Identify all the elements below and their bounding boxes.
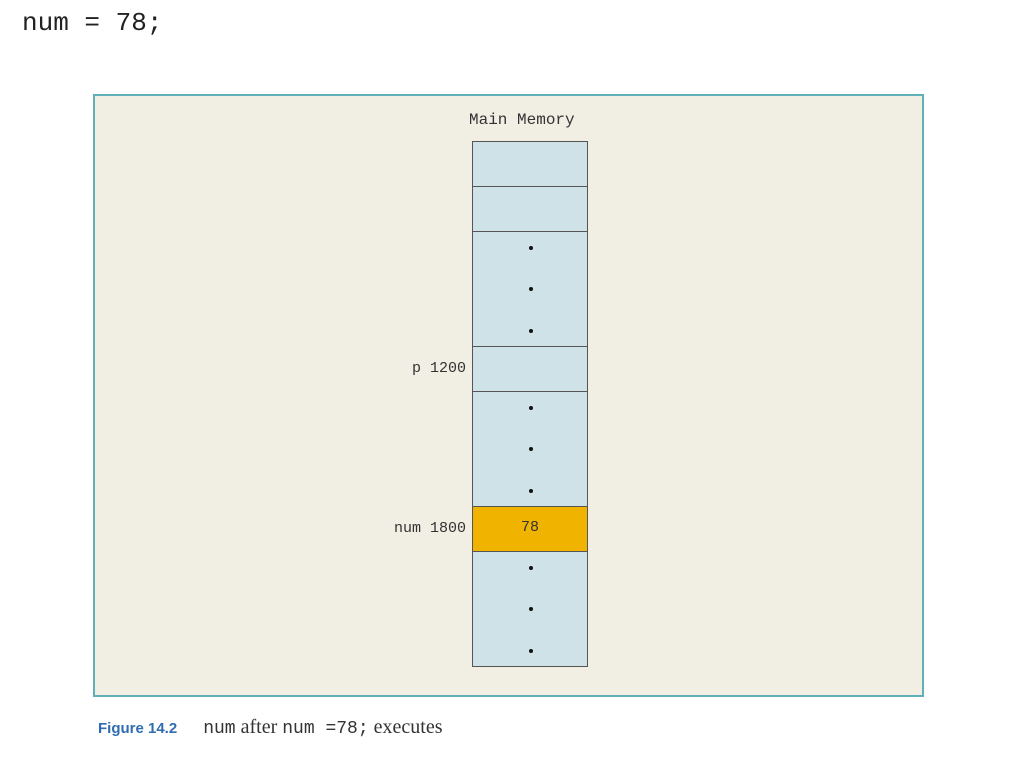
ellipsis-dot (529, 489, 533, 493)
ellipsis-dot (529, 406, 533, 410)
memory-cell (472, 391, 588, 507)
ellipsis-dot (529, 287, 533, 291)
caption-text: after (235, 716, 283, 738)
cell-label: p 1200 (411, 360, 466, 377)
memory-cell (472, 346, 588, 392)
figure-caption: Figure 14.2 num after num =78; executes (98, 716, 443, 739)
figure-number: Figure 14.2 (98, 720, 178, 737)
cell-label: num 1800 (393, 520, 466, 537)
ellipsis-dot (529, 329, 533, 333)
memory-cell (472, 551, 588, 667)
caption-code: num (203, 719, 236, 739)
ellipsis-dot (529, 246, 533, 250)
memory-cell: 78 (472, 506, 588, 552)
ellipsis-dot (529, 447, 533, 451)
ellipsis-dot (529, 607, 533, 611)
memory-cell (472, 141, 588, 187)
ellipsis-dot (529, 566, 533, 570)
cell-value: 78 (520, 519, 539, 536)
memory-cell (472, 186, 588, 232)
memory-title: Main Memory (469, 111, 575, 129)
code-line: num = 78; (22, 8, 163, 38)
memory-cell (472, 231, 588, 347)
caption-text: executes (368, 716, 443, 738)
caption-code: num =78; (282, 719, 369, 739)
ellipsis-dot (529, 649, 533, 653)
